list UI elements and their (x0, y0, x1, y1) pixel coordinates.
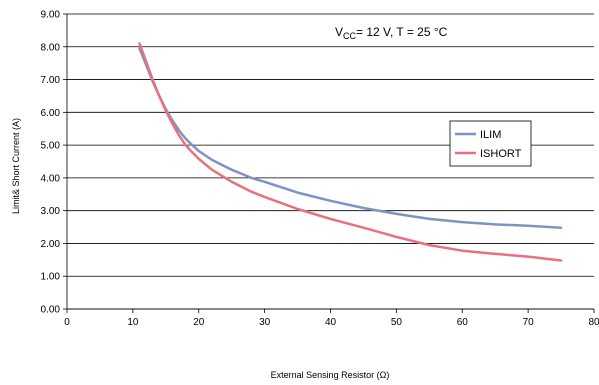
conditions-annotation: VCC= 12 V, T = 25 °C (335, 25, 448, 41)
annotation-suffix: = 12 V, T = 25 °C (356, 25, 448, 39)
annotation-subscript: CC (343, 31, 356, 41)
grid-lines (67, 13, 594, 310)
y-tick-label-9: 9.00 (41, 10, 61, 21)
x-tick-label-2: 20 (193, 317, 205, 328)
x-tick-label-5: 50 (391, 317, 403, 328)
y-tick-label-1: 1.00 (41, 272, 61, 283)
y-axis-label: Limit& Short Current (A) (11, 118, 21, 214)
y-tick-label-7: 7.00 (41, 75, 61, 86)
annotation-prefix: V (335, 25, 343, 39)
legend: ILIM ISHORT (449, 120, 532, 167)
x-tick-label-0: 0 (64, 317, 70, 328)
x-tick-label-6: 60 (457, 317, 469, 328)
y-tick-label-3: 3.00 (41, 206, 61, 217)
x-axis-label: External Sensing Resistor (Ω) (271, 370, 390, 380)
y-tick-label-2: 2.00 (41, 239, 61, 250)
legend-box (449, 120, 532, 167)
x-tick-labels: 0 10 20 30 40 50 60 70 80 (64, 317, 599, 328)
x-tick-label-3: 30 (259, 317, 271, 328)
legend-label-ishort: ISHORT (480, 148, 522, 160)
y-tick-label-4: 4.00 (41, 173, 61, 184)
axes (63, 13, 595, 313)
x-tick-label-1: 10 (127, 317, 139, 328)
x-tick-label-8: 80 (588, 317, 599, 328)
x-tick-label-7: 70 (523, 317, 535, 328)
y-tick-label-0: 0.00 (41, 305, 61, 316)
series-lines (138, 42, 563, 262)
y-tick-labels: 0.00 1.00 2.00 3.00 4.00 5.00 6.00 7.00 8.00 9.00 (41, 10, 61, 316)
y-tick-label-5: 5.00 (41, 141, 61, 152)
legend-label-ilim: ILIM (480, 129, 501, 141)
series-line-ishort (138, 42, 563, 262)
x-tick-label-4: 40 (325, 317, 337, 328)
y-tick-label-8: 8.00 (41, 42, 61, 53)
y-tick-label-6: 6.00 (41, 108, 61, 119)
